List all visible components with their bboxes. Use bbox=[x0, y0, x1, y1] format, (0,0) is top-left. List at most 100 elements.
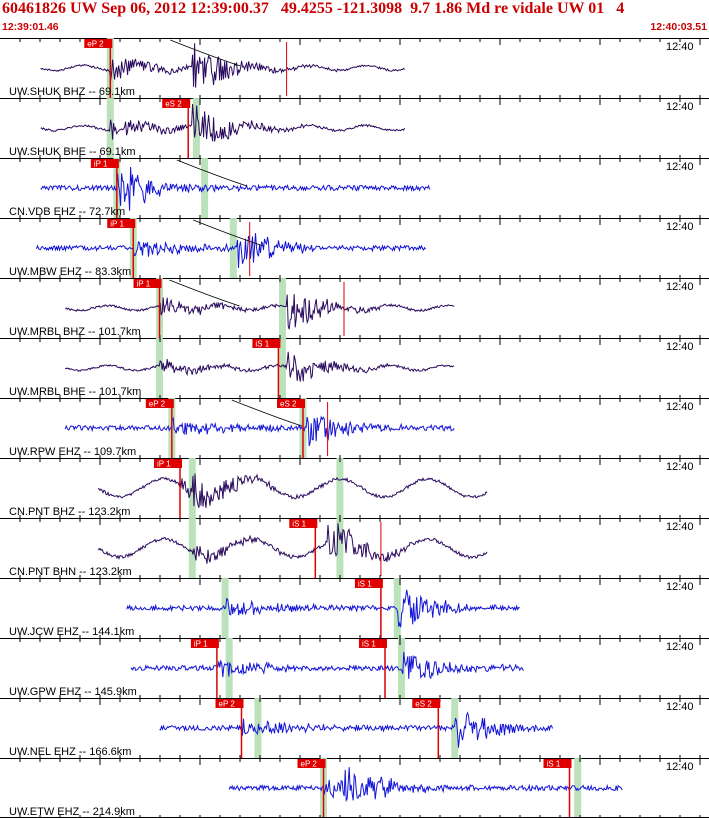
waveform bbox=[65, 294, 455, 330]
s-pick-flag[interactable] bbox=[289, 519, 318, 528]
p-pick-flag[interactable] bbox=[215, 699, 244, 708]
p-pick-label: iP 1 bbox=[94, 160, 108, 169]
p-pick-label: eP 2 bbox=[219, 700, 236, 709]
time-ticks bbox=[19, 218, 701, 278]
trace-row[interactable]: iP 1 iS 1 UW.GPW EHZ -- 145.9km 12:40 bbox=[0, 638, 709, 698]
time-tick-label: 12:40 bbox=[666, 581, 694, 593]
trace-row[interactable]: eP 2 eS 2 UW.RPW EHZ -- 109.7km 12:40 bbox=[0, 398, 709, 458]
station-label: UW.MRBL BHZ -- 101.7km bbox=[9, 326, 141, 338]
travel-time-curve bbox=[231, 399, 302, 427]
time-ticks bbox=[19, 638, 701, 698]
pick-window bbox=[279, 338, 286, 398]
station-label: UW.RPW EHZ -- 109.7km bbox=[9, 446, 136, 458]
time-ticks bbox=[19, 158, 701, 218]
time-tick-label: 12:40 bbox=[666, 761, 694, 773]
s-pick-flag[interactable] bbox=[412, 699, 441, 708]
s-pick-label: iS 1 bbox=[547, 760, 561, 769]
station-label: UW.ETW EHZ -- 214.9km bbox=[9, 806, 135, 818]
s-pick-label: iS 1 bbox=[362, 640, 376, 649]
time-ticks bbox=[19, 338, 701, 398]
travel-time-curve bbox=[176, 159, 247, 187]
station-label: UW.SHUK BHE -- 69.1km bbox=[9, 146, 136, 158]
time-tick-label: 12:40 bbox=[666, 41, 694, 53]
s-pick-label: eS 2 bbox=[415, 700, 432, 709]
station-label: CN.PNT BHZ -- 123.2km bbox=[9, 506, 130, 518]
time-tick-label: 12:40 bbox=[666, 401, 694, 413]
pick-window bbox=[393, 578, 401, 638]
p-pick-label: iP 1 bbox=[157, 460, 171, 469]
waveform bbox=[126, 589, 520, 628]
event-header: 60461826 UW Sep 06, 2012 12:39:00.37 49.… bbox=[0, 0, 709, 38]
pick-window bbox=[574, 758, 582, 818]
s-pick-flag[interactable] bbox=[162, 99, 191, 108]
s-pick-label: iS 1 bbox=[358, 580, 372, 589]
trace-row[interactable]: iP 1 UW.MBW EHZ -- 83.3km 12:40 bbox=[0, 218, 709, 278]
waveform bbox=[130, 651, 524, 680]
time-tick-label: 12:40 bbox=[666, 221, 694, 233]
p-pick-label: iP 1 bbox=[194, 640, 208, 649]
s-pick-flag[interactable] bbox=[252, 339, 281, 348]
station-label: UW.JCW EHZ -- 144.1km bbox=[9, 626, 134, 638]
waveform bbox=[36, 233, 426, 269]
station-label: UW.SHUK BHZ -- 69.1km bbox=[9, 86, 135, 98]
trace-row[interactable]: eP 2 eS 2 UW.NEL EHZ -- 166.6km 12:40 bbox=[0, 698, 709, 758]
seismogram-panel[interactable]: eP 2 UW.SHUK BHZ -- 69.1km 12:40 eS 2 UW.SHU… bbox=[0, 38, 709, 818]
s-pick-label: eS 2 bbox=[165, 100, 182, 109]
p-pick-label: eP 2 bbox=[87, 40, 104, 49]
waveform bbox=[64, 415, 455, 447]
p-pick-flag[interactable] bbox=[297, 759, 326, 768]
time-tick-label: 12:40 bbox=[666, 161, 694, 173]
trace-row[interactable]: iS 1 CN.PNT BHN -- 123.2km 12:40 bbox=[0, 518, 709, 578]
trace-row[interactable]: eP 2 UW.SHUK BHZ -- 69.1km 12:40 bbox=[0, 38, 709, 98]
trace-row[interactable]: iS 1 UW.JCW EHZ -- 144.1km 12:40 bbox=[0, 578, 709, 638]
s-pick-flag[interactable] bbox=[543, 759, 572, 768]
p-pick-flag[interactable] bbox=[154, 459, 182, 468]
p-pick-label: iP 1 bbox=[137, 280, 151, 289]
s-pick-flag[interactable] bbox=[359, 639, 387, 648]
s-pick-label: eS 2 bbox=[280, 400, 297, 409]
time-ticks bbox=[19, 698, 701, 758]
s-pick-flag[interactable] bbox=[354, 579, 383, 588]
time-tick-label: 12:40 bbox=[666, 701, 694, 713]
station-label: UW.NEL EHZ -- 166.6km bbox=[9, 746, 131, 758]
time-ticks bbox=[19, 278, 701, 338]
p-pick-flag[interactable] bbox=[107, 219, 136, 228]
trace-row[interactable]: iP 1 UW.MRBL BHZ -- 101.7km 12:40 bbox=[0, 278, 709, 338]
trace-row[interactable]: iP 1 CN.VDB EHZ -- 72.7km 12:40 bbox=[0, 158, 709, 218]
station-label: UW.GPW EHZ -- 145.9km bbox=[9, 686, 137, 698]
p-pick-flag[interactable] bbox=[190, 639, 219, 648]
pick-window bbox=[397, 638, 405, 698]
time-tick-label: 12:40 bbox=[666, 641, 694, 653]
p-pick-flag[interactable] bbox=[90, 159, 119, 168]
station-label: CN.PNT BHN -- 123.2km bbox=[9, 566, 132, 578]
pick-window bbox=[192, 98, 200, 158]
travel-time-curve bbox=[170, 39, 241, 67]
event-title: 60461826 UW Sep 06, 2012 12:39:00.37 49.… bbox=[2, 0, 625, 17]
window-start-time: 12:39:01.46 bbox=[2, 21, 59, 33]
p-pick-flag[interactable] bbox=[84, 39, 113, 48]
waveform bbox=[228, 767, 623, 803]
time-tick-label: 12:40 bbox=[666, 521, 694, 533]
trace-row[interactable]: iP 1 CN.PNT BHZ -- 123.2km 12:40 bbox=[0, 458, 709, 518]
p-pick-flag[interactable] bbox=[145, 399, 174, 408]
waveform bbox=[97, 473, 488, 508]
trace-row[interactable]: iS 1 UW.MRBL BHE -- 101.7km 12:40 bbox=[0, 338, 709, 398]
time-ticks bbox=[19, 98, 701, 158]
waveform bbox=[97, 523, 488, 564]
p-pick-label: eP 2 bbox=[149, 400, 166, 409]
travel-time-curve bbox=[193, 219, 264, 247]
time-tick-label: 12:40 bbox=[666, 461, 694, 473]
station-label: UW.MBW EHZ -- 83.3km bbox=[9, 266, 131, 278]
pick-window bbox=[156, 338, 163, 398]
time-tick-label: 12:40 bbox=[666, 341, 694, 353]
waveform bbox=[40, 103, 406, 142]
s-pick-label: iS 1 bbox=[255, 340, 269, 349]
travel-time-curve bbox=[169, 279, 240, 307]
trace-row[interactable]: eP 2 iS 1 UW.ETW EHZ -- 214.9km 12:40 bbox=[0, 758, 709, 818]
s-pick-flag[interactable] bbox=[277, 399, 305, 408]
p-pick-label: iP 1 bbox=[110, 220, 124, 229]
trace-row[interactable]: eS 2 UW.SHUK BHE -- 69.1km 12:40 bbox=[0, 98, 709, 158]
p-pick-flag[interactable] bbox=[133, 279, 162, 288]
station-label: CN.VDB EHZ -- 72.7km bbox=[9, 206, 125, 218]
waveform bbox=[159, 711, 553, 748]
